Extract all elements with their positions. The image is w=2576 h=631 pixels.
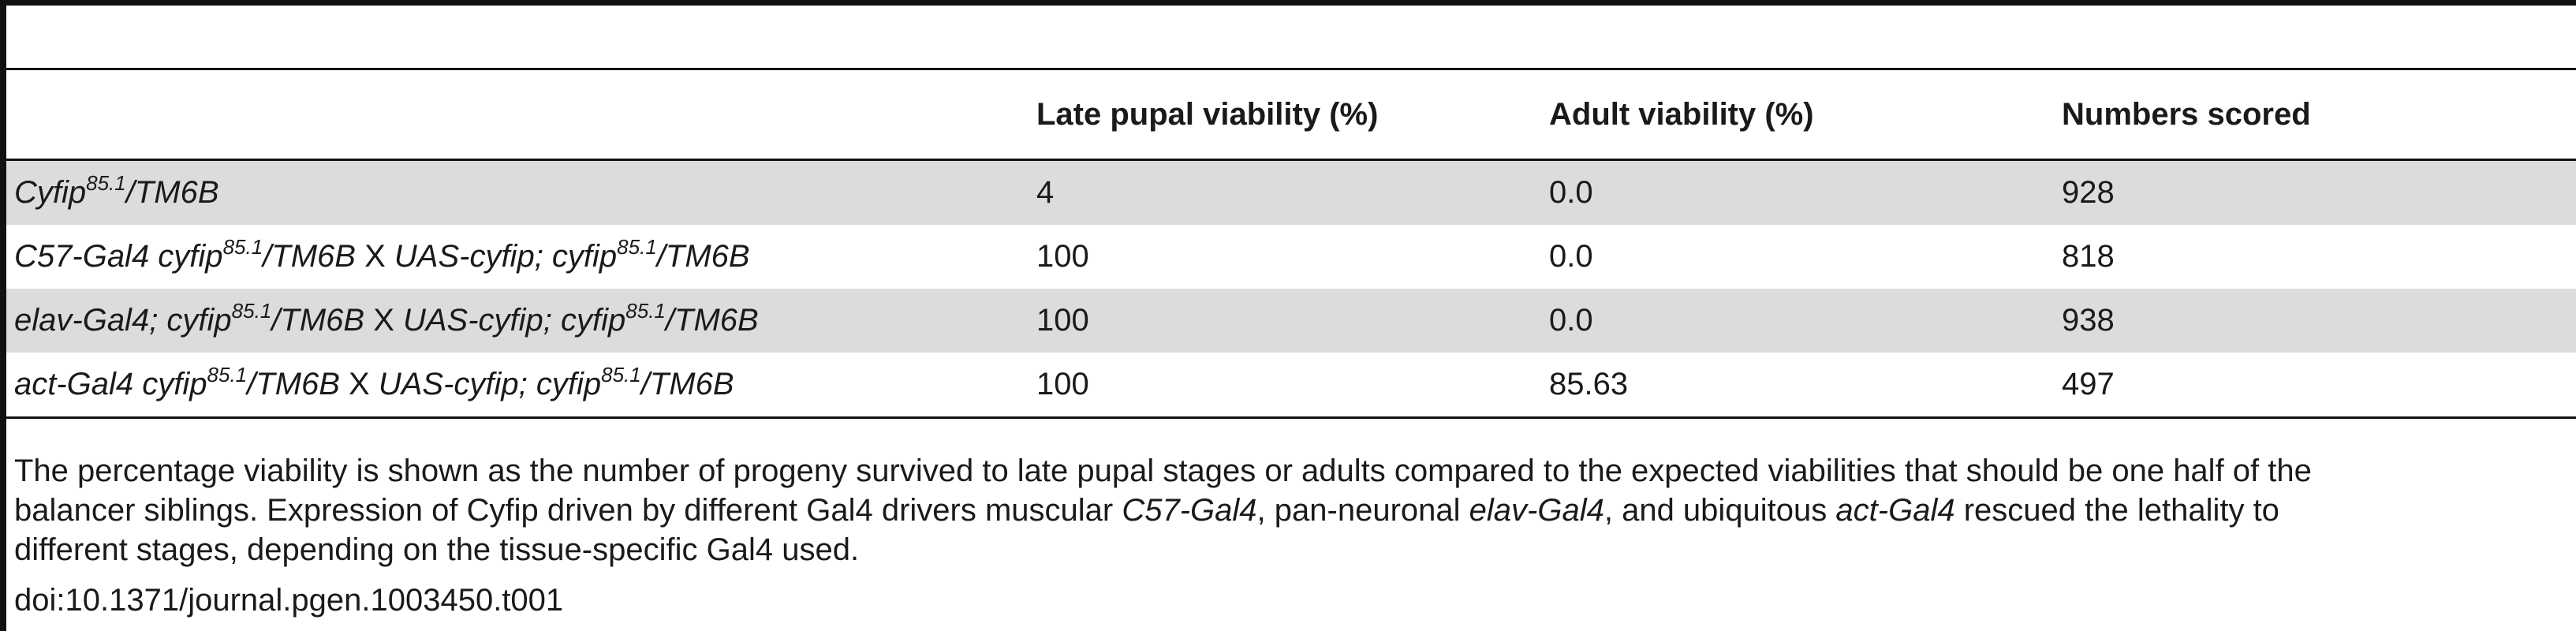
genotype-italic-text: UAS-cyfip; cyfip: [402, 303, 626, 338]
genotype-text: X: [339, 367, 379, 401]
caption-text: rescued the lethality to: [1954, 493, 2279, 528]
allele-superscript: 85.1: [222, 235, 263, 259]
cell-adult: 0.0: [1549, 239, 1593, 274]
header-row: Late pupal viability (%) Adult viability…: [6, 69, 2576, 160]
caption-line: different stages, depending on the tissu…: [14, 532, 860, 567]
cell-adult: 85.63: [1549, 367, 1629, 401]
genotype-italic-text: /TM6B: [247, 367, 340, 401]
table-caption: The percentage viability is shown as the…: [14, 451, 2570, 569]
caption-text: , pan-neuronal: [1256, 493, 1469, 528]
genotype-italic-text: C57-Gal4 cyfip: [14, 239, 223, 274]
genotype-italic-text: /TM6B: [656, 239, 750, 274]
allele-superscript: 85.1: [617, 235, 657, 259]
cell-genotype: Cyfip85.1/TM6B: [6, 159, 1030, 225]
cell-genotype: act-Gal4 cyfip85.1/TM6B X UAS-cyfip; cyf…: [6, 353, 1030, 418]
cell-scored: 938: [2055, 289, 2576, 353]
cell-late-pupal: 100: [1036, 239, 1089, 274]
table-row: Cyfip85.1/TM6B 4 0.0 928: [6, 159, 2576, 225]
header-adult: Adult viability (%): [1549, 96, 1814, 132]
cell-adult: 0.0: [1543, 289, 2055, 353]
genotype-italic-text: Cyfip: [14, 175, 87, 210]
table-wrap: Late pupal viability (%) Adult viability…: [6, 68, 2576, 419]
caption-driver-act: act-Gal4: [1835, 493, 1955, 528]
cell-adult: 0.0: [1543, 159, 2055, 225]
allele-superscript: 85.1: [625, 299, 666, 323]
table-header: Late pupal viability (%) Adult viability…: [6, 69, 2576, 160]
genotype-text: X: [364, 303, 403, 338]
cell-genotype: elav-Gal4; cyfip85.1/TM6B X UAS-cyfip; c…: [6, 289, 1030, 353]
header-late-pupal: Late pupal viability (%): [1036, 96, 1379, 132]
caption-driver-c57: C57-Gal4: [1122, 493, 1257, 528]
allele-superscript: 85.1: [601, 363, 641, 386]
genotype-italic-text: elav-Gal4; cyfip: [14, 303, 232, 338]
genotype-italic-text: UAS-cyfip; cyfip: [394, 239, 618, 274]
header-genotype: [6, 69, 1030, 160]
cell-late-pupal: 4: [1030, 159, 1543, 225]
cell-scored: 497: [2062, 367, 2115, 401]
genotype-italic-text: /TM6B: [125, 175, 219, 210]
left-border: [0, 0, 6, 631]
genotype-text: X: [355, 239, 394, 274]
genotype-italic-text: /TM6B: [665, 303, 759, 338]
cell-scored: 928: [2055, 159, 2576, 225]
genotype-italic-text: act-Gal4 cyfip: [14, 367, 207, 401]
cell-late-pupal: 100: [1036, 367, 1089, 401]
genotype-italic-text: /TM6B: [263, 239, 356, 274]
table-row: act-Gal4 cyfip85.1/TM6B X UAS-cyfip; cyf…: [6, 353, 2576, 418]
caption-text: , and ubiquitous: [1603, 493, 1836, 528]
caption-text: balancer siblings. Expression of Cyfip d…: [14, 493, 1122, 528]
caption-driver-elav: elav-Gal4: [1469, 493, 1604, 528]
caption-line: The percentage viability is shown as the…: [14, 454, 2312, 488]
top-rule: [0, 0, 2576, 6]
table-body: Cyfip85.1/TM6B 4 0.0 928 C57-Gal4 cyfip8…: [6, 159, 2576, 418]
cell-late-pupal: 100: [1030, 289, 1543, 353]
caption-line: balancer siblings. Expression of Cyfip d…: [14, 491, 2570, 530]
genotype-italic-text: /TM6B: [271, 303, 365, 338]
genotype-italic-text: /TM6B: [640, 367, 734, 401]
allele-superscript: 85.1: [231, 299, 272, 323]
header-scored: Numbers scored: [2062, 96, 2311, 132]
cell-scored: 818: [2062, 239, 2115, 274]
table-row: C57-Gal4 cyfip85.1/TM6B X UAS-cyfip; cyf…: [6, 225, 2576, 289]
allele-superscript: 85.1: [207, 363, 248, 386]
viability-table: Late pupal viability (%) Adult viability…: [6, 68, 2576, 419]
table-row: elav-Gal4; cyfip85.1/TM6B X UAS-cyfip; c…: [6, 289, 2576, 353]
cell-genotype: C57-Gal4 cyfip85.1/TM6B X UAS-cyfip; cyf…: [6, 225, 1030, 289]
doi-text: doi:10.1371/journal.pgen.1003450.t001: [14, 583, 564, 618]
allele-superscript: 85.1: [86, 171, 126, 195]
genotype-italic-text: UAS-cyfip; cyfip: [378, 367, 602, 401]
